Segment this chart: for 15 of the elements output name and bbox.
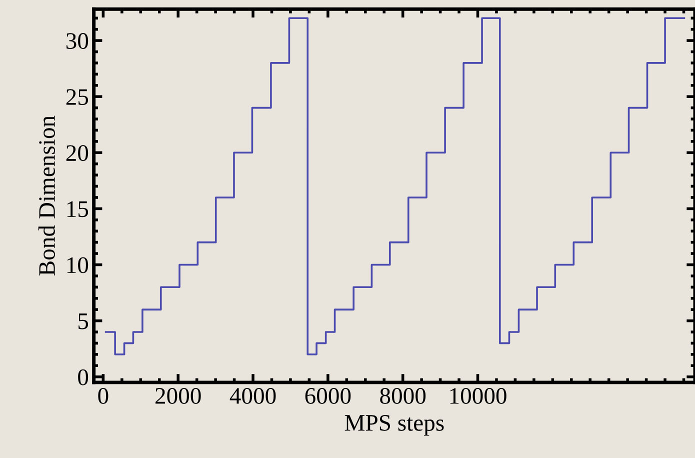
y-axis-title: Bond Dimension — [38, 116, 55, 276]
x-axis-title: MPS steps — [344, 415, 444, 436]
x-tick-label: 4000 — [230, 388, 276, 404]
x-tick-label: 2000 — [156, 388, 201, 404]
y-tick-label: 0 — [78, 369, 88, 386]
x-tick-label: 8000 — [380, 388, 426, 404]
y-tick-label: 5 — [78, 314, 88, 330]
x-tick-label: 6000 — [305, 388, 351, 404]
y-tick-label: 25 — [66, 89, 88, 106]
x-tick-label: 10000 — [450, 388, 506, 404]
y-tick-label: 30 — [66, 33, 88, 49]
y-tick-label: 15 — [67, 201, 88, 218]
y-tick-label: 20 — [66, 145, 88, 162]
x-tick-label: 0 — [98, 388, 108, 404]
y-tick-label: 10 — [67, 257, 88, 274]
